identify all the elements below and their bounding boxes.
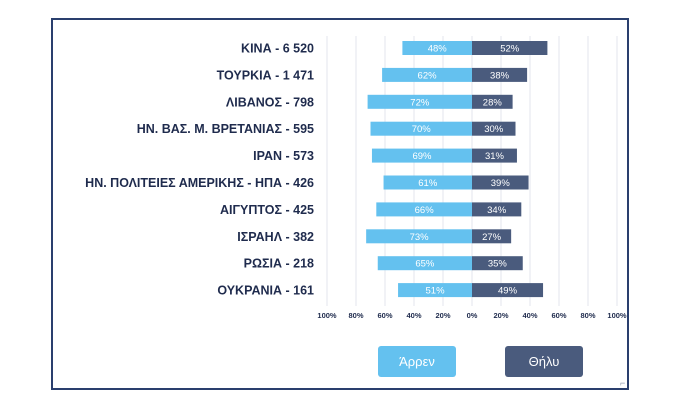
bar-female-label: 34% bbox=[487, 205, 507, 216]
bar-male bbox=[382, 67, 472, 82]
category-label: ΤΟΥΡΚΙΑ - 1 471 bbox=[217, 68, 314, 82]
bar-male bbox=[398, 283, 472, 298]
chart-frame bbox=[51, 18, 629, 390]
bar-male bbox=[383, 175, 472, 190]
bar-male bbox=[377, 256, 472, 271]
x-tick-label: 100% bbox=[317, 311, 337, 320]
category-label: ΗΝ. ΠΟΛΙΤΕΙΕΣ ΑΜΕΡΙΚΗΣ - ΗΠΑ - 426 bbox=[85, 176, 314, 190]
bar-male-label: 62% bbox=[418, 70, 438, 81]
bar-male-label: 73% bbox=[410, 232, 430, 243]
bar-male bbox=[370, 121, 472, 136]
bar-male-label: 72% bbox=[410, 97, 430, 108]
bar-male-label: 61% bbox=[418, 178, 438, 189]
category-label: ΑΙΓΥΠΤΟΣ - 425 bbox=[220, 203, 314, 217]
bar-male-label: 66% bbox=[415, 205, 435, 216]
category-label: ΙΡΑΝ - 573 bbox=[253, 149, 314, 163]
bar-male-label: 48% bbox=[428, 44, 448, 55]
bar-female-label: 38% bbox=[490, 70, 510, 81]
bar-female bbox=[472, 94, 513, 109]
bar-female-label: 27% bbox=[482, 232, 502, 243]
bar-female bbox=[472, 283, 544, 298]
bar-female-label: 28% bbox=[483, 97, 503, 108]
bar-female bbox=[472, 229, 512, 244]
bar-female bbox=[472, 67, 528, 82]
category-label: ΗΝ. ΒΑΣ. Μ. ΒΡΕΤΑΝΙΑΣ - 595 bbox=[137, 122, 314, 136]
x-tick-label: 80% bbox=[348, 311, 363, 320]
x-tick-label: 20% bbox=[435, 311, 450, 320]
bar-female bbox=[472, 148, 517, 163]
category-label: ΚΙΝΑ - 6 520 bbox=[241, 42, 314, 56]
x-tick-label: 60% bbox=[551, 311, 566, 320]
category-label: ΟΥΚΡΑΝΙΑ - 161 bbox=[217, 284, 314, 298]
corner-marker-icon: ⌐ bbox=[620, 378, 626, 388]
bar-female bbox=[472, 121, 516, 136]
bar-male bbox=[376, 202, 472, 217]
bar-female-label: 35% bbox=[488, 259, 508, 270]
bar-female bbox=[472, 175, 529, 190]
bar-male-label: 70% bbox=[412, 124, 432, 135]
x-tick-label: 40% bbox=[406, 311, 421, 320]
x-tick-label: 80% bbox=[580, 311, 595, 320]
bar-male-label: 69% bbox=[412, 151, 432, 162]
x-tick-label: 0% bbox=[467, 311, 478, 320]
bar-female-label: 49% bbox=[498, 286, 518, 297]
bar-female-label: 31% bbox=[485, 151, 505, 162]
bar-male bbox=[367, 94, 472, 109]
category-label: ΛΙΒΑΝΟΣ - 798 bbox=[226, 95, 314, 109]
category-label: ΙΣΡΑΗΛ - 382 bbox=[237, 230, 314, 244]
bar-female-label: 30% bbox=[484, 124, 504, 135]
x-tick-label: 60% bbox=[377, 311, 392, 320]
legend-female[interactable]: Θήλυ bbox=[505, 346, 583, 377]
x-tick-label: 40% bbox=[522, 311, 537, 320]
bar-male-label: 51% bbox=[426, 286, 446, 297]
bar-female bbox=[472, 41, 548, 55]
x-tick-label: 20% bbox=[493, 311, 508, 320]
x-tick-label: 100% bbox=[607, 311, 627, 320]
bar-male-label: 65% bbox=[415, 259, 435, 270]
bar-male bbox=[366, 229, 472, 244]
bar-male bbox=[371, 148, 472, 163]
category-label: ΡΩΣΙΑ - 218 bbox=[244, 257, 314, 271]
bar-female bbox=[472, 202, 522, 217]
bar-female bbox=[472, 256, 523, 271]
bar-female-label: 39% bbox=[491, 178, 511, 189]
legend-male[interactable]: Άρρεν bbox=[378, 346, 456, 377]
bar-female-label: 52% bbox=[500, 44, 520, 55]
bar-male bbox=[402, 41, 472, 55]
